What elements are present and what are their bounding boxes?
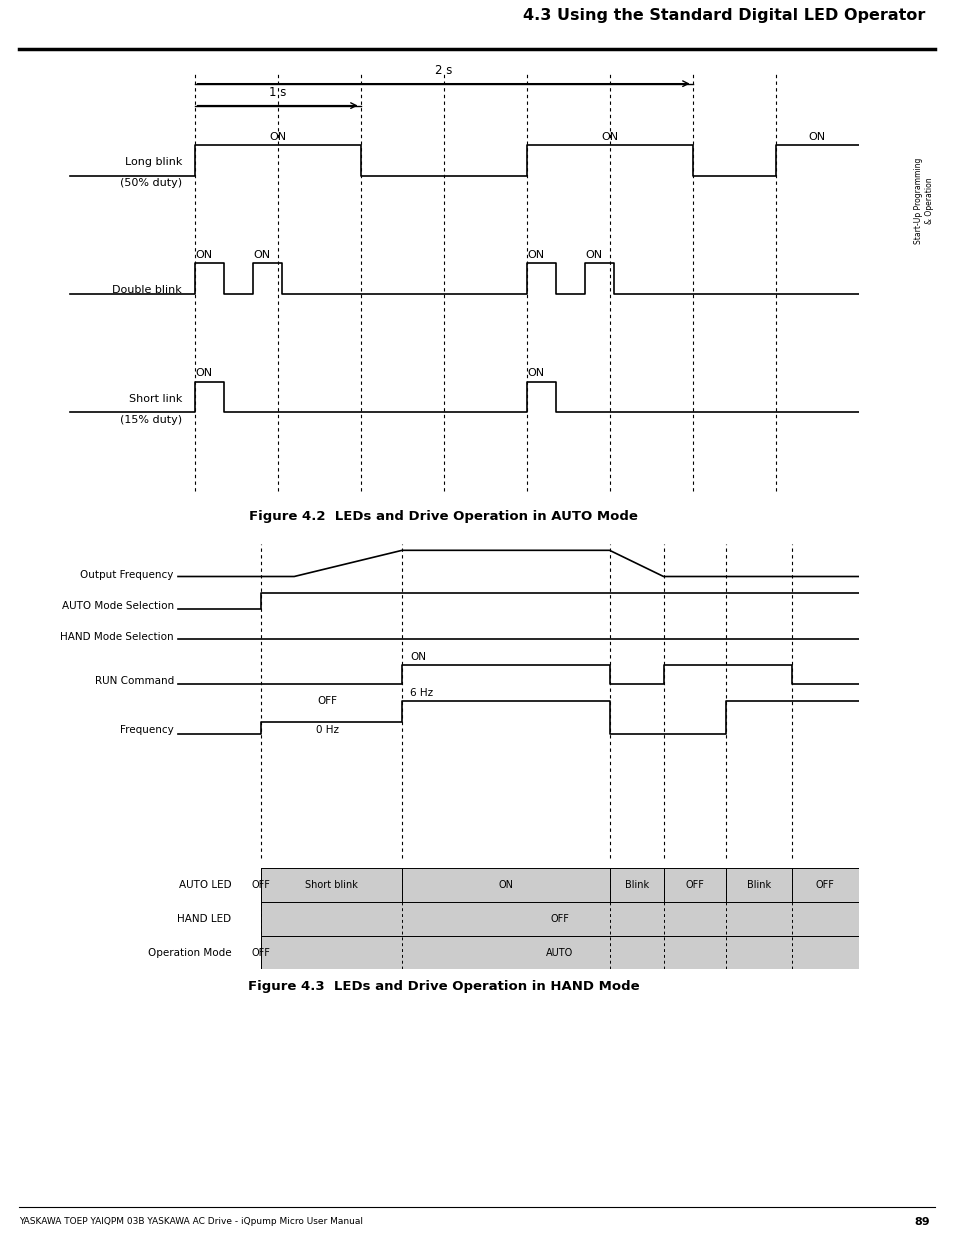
Text: Frequency: Frequency: [120, 725, 173, 735]
Text: Blink: Blink: [624, 881, 648, 890]
Text: 4: 4: [916, 394, 931, 415]
Text: OFF: OFF: [252, 947, 270, 957]
Bar: [791, 868, 858, 902]
Bar: [609, 868, 663, 902]
Text: Long blink: Long blink: [125, 157, 182, 167]
Text: HAND LED: HAND LED: [177, 914, 231, 924]
Text: 4.3 Using the Standard Digital LED Operator: 4.3 Using the Standard Digital LED Opera…: [522, 9, 924, 23]
Bar: [261, 902, 858, 936]
Text: ON: ON: [497, 881, 513, 890]
Text: Operation Mode: Operation Mode: [148, 947, 231, 957]
Text: ON: ON: [253, 249, 271, 259]
Bar: [401, 868, 609, 902]
Text: (50% duty): (50% duty): [120, 178, 182, 188]
Text: Figure 4.3  LEDs and Drive Operation in HAND Mode: Figure 4.3 LEDs and Drive Operation in H…: [248, 981, 639, 993]
Text: AUTO LED: AUTO LED: [178, 881, 231, 890]
Text: ON: ON: [410, 652, 426, 662]
Bar: [261, 868, 401, 902]
Text: ON: ON: [585, 249, 602, 259]
Text: Blink: Blink: [746, 881, 770, 890]
Text: ON: ON: [195, 368, 213, 378]
Text: ON: ON: [808, 132, 824, 142]
Text: 6 Hz: 6 Hz: [410, 688, 433, 698]
Text: ON: ON: [600, 132, 618, 142]
Text: ON: ON: [195, 249, 213, 259]
Text: Output Frequency: Output Frequency: [80, 569, 173, 580]
Text: (15% duty): (15% duty): [120, 415, 182, 425]
Text: 89: 89: [914, 1216, 929, 1226]
Text: OFF: OFF: [815, 881, 834, 890]
Text: OFF: OFF: [684, 881, 703, 890]
Text: AUTO: AUTO: [546, 947, 573, 957]
Text: Start-Up Programming
& Operation: Start-Up Programming & Operation: [913, 158, 934, 243]
Text: Short link: Short link: [129, 394, 182, 404]
Text: 0 Hz: 0 Hz: [315, 725, 338, 735]
Text: ON: ON: [269, 132, 286, 142]
Text: OFF: OFF: [252, 881, 270, 890]
Text: 1 s: 1 s: [269, 86, 286, 99]
Text: Double blink: Double blink: [112, 285, 182, 295]
Text: Short blink: Short blink: [305, 881, 357, 890]
Text: OFF: OFF: [317, 697, 337, 706]
Text: HAND Mode Selection: HAND Mode Selection: [60, 632, 173, 642]
Text: ON: ON: [527, 249, 544, 259]
Text: RUN Command: RUN Command: [94, 677, 173, 687]
Text: ON: ON: [527, 368, 544, 378]
Bar: [725, 868, 791, 902]
Text: Figure 4.2  LEDs and Drive Operation in AUTO Mode: Figure 4.2 LEDs and Drive Operation in A…: [249, 510, 638, 522]
Bar: [261, 936, 858, 969]
Text: AUTO Mode Selection: AUTO Mode Selection: [62, 601, 173, 611]
Text: 2 s: 2 s: [435, 64, 452, 77]
Bar: [663, 868, 725, 902]
Text: OFF: OFF: [550, 914, 569, 924]
Text: YASKAWA TOEP YAIQPM 03B YASKAWA AC Drive - iQpump Micro User Manual: YASKAWA TOEP YAIQPM 03B YASKAWA AC Drive…: [19, 1218, 363, 1226]
